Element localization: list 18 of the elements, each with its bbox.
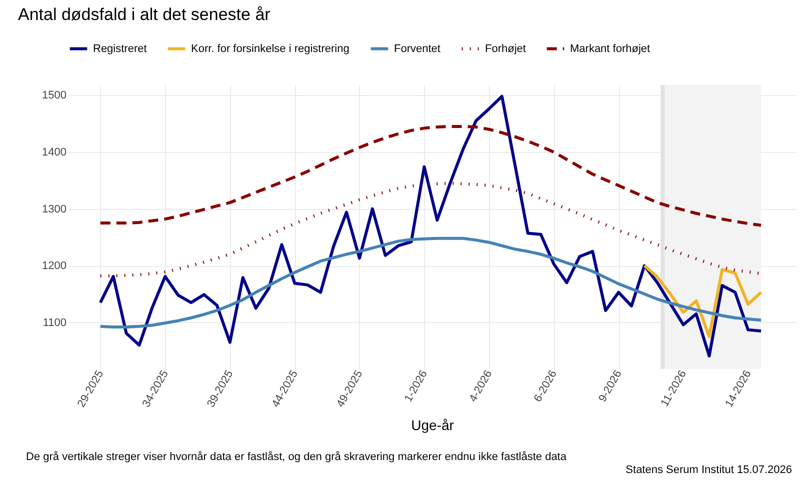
x-axis-title: Uge-år <box>411 416 454 433</box>
chart-title: Antal dødsfald i alt det seneste år <box>18 5 271 24</box>
text: Statens Serum Institut 15.07.2026 <box>626 464 792 476</box>
legend-label: Forventet <box>394 42 440 55</box>
legend-label: Markant forhøjet <box>570 42 650 55</box>
line-series <box>98 236 763 328</box>
y-tick-label: 1400 <box>42 146 66 159</box>
y-tick-label: 1200 <box>42 260 66 272</box>
y-tick-label: 1300 <box>42 203 66 216</box>
legend-label: Forhøjet <box>485 42 526 55</box>
y-tick-label: 1500 <box>42 90 66 102</box>
text: De grå vertikale streger viser hvornår data er fastlåst, og den grå skravering markerer endnu ikke fastlåste data <box>26 451 566 463</box>
legend-label: Korr. for forsinkelse i registrering <box>191 42 350 55</box>
legend-label: Registreret <box>93 42 147 55</box>
y-tick-label: 1100 <box>42 316 66 329</box>
line-series <box>98 94 763 358</box>
line-series <box>642 264 763 338</box>
line-series <box>98 124 763 227</box>
